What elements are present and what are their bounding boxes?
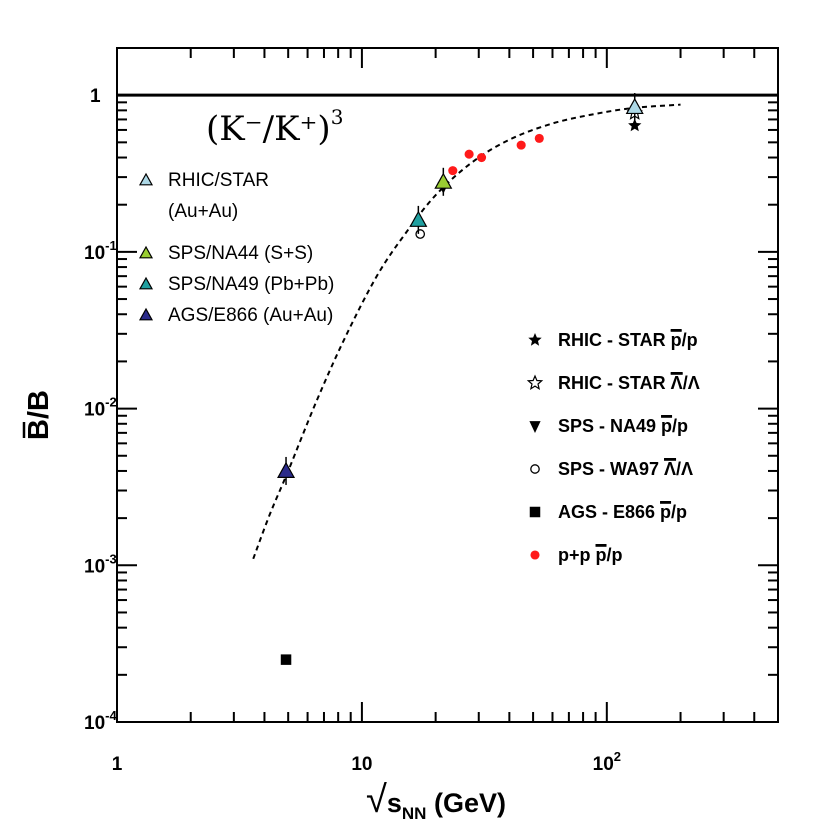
legend-kaon: RHIC/STAR (Au+Au) SPS/NA44 (S+S) SPS/NA49 (… xyxy=(138,170,334,326)
legend-marker xyxy=(138,307,154,321)
legend-label: SPS - WA97 Λ/Λ xyxy=(558,459,693,479)
data-point xyxy=(434,172,453,189)
y-tick-label: 10-3 xyxy=(84,551,117,577)
x-tick-label: 10 xyxy=(351,754,372,775)
legend-marker xyxy=(530,550,540,560)
data-point xyxy=(409,210,428,227)
fit-curve xyxy=(252,103,681,560)
data-point xyxy=(277,461,296,478)
legend-marker xyxy=(529,506,541,518)
data-point xyxy=(464,149,474,159)
legend-label: RHIC - STAR p/p xyxy=(558,330,698,350)
data-point xyxy=(477,152,487,163)
x-axis-title: √sNN (GeV) xyxy=(366,779,506,823)
legend-marker xyxy=(529,421,541,433)
data-point xyxy=(415,229,426,239)
y-tick-label: 10-4 xyxy=(84,708,117,734)
legend-label: (Au+Au) xyxy=(168,201,238,222)
legend-marker xyxy=(528,333,542,346)
legend-marker xyxy=(526,374,544,390)
y-axis-title-text: B/B xyxy=(23,390,55,440)
legend-label: RHIC/STAR xyxy=(168,170,269,191)
legend-label: SPS/NA49 (Pb+Pb) xyxy=(168,274,334,295)
y-tick-label: 1 xyxy=(90,86,101,107)
x-tick-label: 102 xyxy=(593,749,621,775)
x-tick-labels: 1 10 102 xyxy=(112,749,621,775)
data-markers xyxy=(277,93,644,665)
data-point xyxy=(448,166,458,176)
legend-label: AGS - E866 p/p xyxy=(558,502,687,522)
formula-annotation: (K⁻/K⁺)3 xyxy=(206,105,343,149)
y-tick-label: 10-1 xyxy=(84,238,117,264)
legend-label: p+p p/p xyxy=(558,545,623,565)
y-tick-label: 10-2 xyxy=(84,395,117,421)
legend-label: RHIC - STAR Λ/Λ xyxy=(558,373,700,393)
legend-marker xyxy=(530,464,540,474)
data-point xyxy=(534,133,544,143)
legend-marker xyxy=(138,172,154,186)
data-point xyxy=(625,97,644,115)
legend-baryon: RHIC - STAR p/p RHIC - STAR Λ/Λ SPS - NA49… xyxy=(526,330,700,565)
legend-label: AGS/E866 (Au+Au) xyxy=(168,305,333,326)
data-point xyxy=(280,654,292,665)
data-point xyxy=(628,118,642,132)
legend-label: SPS/NA44 (S+S) xyxy=(168,243,313,264)
y-tick-labels: 1 10-1 10-2 10-3 10-4 xyxy=(84,86,117,734)
y-axis-title: B/B xyxy=(22,390,55,440)
plot-frame xyxy=(116,47,779,723)
legend-label: SPS - NA49 p/p xyxy=(558,416,688,436)
legend-marker xyxy=(138,245,154,259)
x-tick-label: 1 xyxy=(112,754,123,775)
legend-marker xyxy=(138,276,154,290)
data-point xyxy=(516,140,526,150)
